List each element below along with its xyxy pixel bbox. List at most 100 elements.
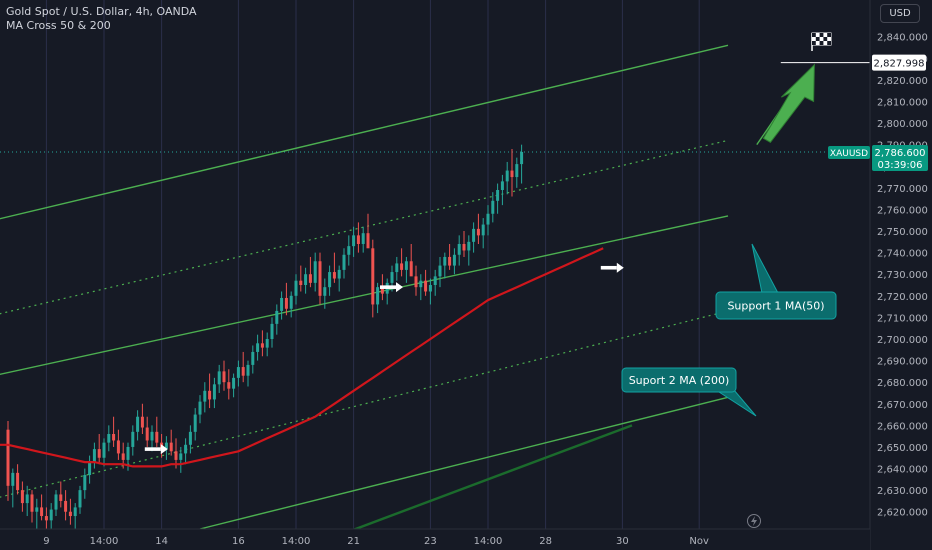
candle	[83, 468, 87, 499]
candle	[16, 464, 20, 495]
candle-body	[515, 164, 519, 178]
candle-body	[131, 431, 135, 447]
candle	[428, 278, 432, 305]
time-tick-label: 14	[155, 536, 168, 547]
candle	[289, 291, 293, 318]
candle	[414, 265, 418, 296]
candle-body	[390, 272, 394, 283]
ma50-line	[0, 247, 604, 468]
candle	[30, 490, 34, 523]
candle-body	[20, 490, 24, 504]
candle-body	[361, 233, 365, 244]
candle-body	[217, 371, 221, 385]
candle	[366, 213, 370, 249]
candle-body	[366, 233, 370, 249]
candle-body	[332, 272, 336, 279]
candle-body	[145, 427, 149, 441]
candle	[246, 360, 250, 387]
candle	[515, 157, 519, 188]
candle	[323, 278, 327, 309]
candle-body	[419, 280, 423, 288]
support1-label: Support 1 MA(50)	[715, 243, 837, 320]
candle-body	[140, 416, 144, 428]
price-tick-label: 2,690.000	[877, 357, 928, 368]
symbol-tag-text: XAUUSD	[830, 149, 868, 159]
candle-body	[193, 414, 197, 432]
price-tick-label: 2,720.000	[877, 292, 928, 303]
channel-lower-dotted-line	[0, 310, 729, 498]
candle	[188, 425, 192, 454]
candle-body	[280, 297, 284, 311]
candle	[462, 231, 466, 257]
channel-lower-line	[199, 396, 729, 530]
candle-body	[150, 431, 154, 441]
candle	[448, 243, 452, 270]
candle-body	[260, 343, 264, 348]
candle-body	[6, 429, 10, 486]
candle-body	[232, 377, 236, 389]
candle-body	[328, 272, 332, 288]
candle	[169, 429, 173, 456]
candle-body	[184, 444, 188, 454]
candle-body	[241, 367, 245, 376]
candle-body	[11, 472, 15, 486]
candle-body	[500, 181, 504, 191]
candle	[313, 252, 317, 292]
candle-body	[289, 295, 293, 309]
time-tick-label: 14:00	[474, 536, 503, 547]
candle-body	[92, 449, 96, 463]
candle	[68, 498, 72, 525]
candle-body	[251, 351, 255, 365]
candle-body	[212, 384, 216, 400]
chart-title: Gold Spot / U.S. Dollar, 4h, OANDA	[6, 5, 197, 18]
candle-body	[356, 235, 360, 244]
channel-upper-line	[0, 44, 729, 220]
candle-body	[169, 442, 173, 452]
arrow-marker-icon	[600, 262, 624, 273]
candle-body	[16, 472, 20, 491]
candle-body	[64, 500, 68, 512]
candle-body	[505, 170, 509, 182]
currency-button[interactable]: USD	[880, 4, 920, 23]
ma200-line	[343, 424, 633, 535]
time-axis: 9 14:00 14 16 14:00 21 23 14:00 28 30 Nov	[0, 528, 870, 550]
candle	[260, 330, 264, 357]
indicator-label[interactable]: MA Cross 50 & 200	[6, 19, 111, 32]
candle	[140, 403, 144, 434]
price-tick-label: 2,630.000	[877, 486, 928, 497]
candle-body	[40, 507, 44, 517]
candle	[44, 507, 48, 529]
candle-body	[313, 261, 317, 283]
candle	[11, 468, 15, 508]
candle	[472, 222, 476, 253]
price-tick-label: 2,640.000	[877, 465, 928, 476]
price-tick-label: 2,840.000	[877, 33, 928, 44]
candle	[433, 269, 437, 296]
price-tick-label: 2,750.000	[877, 227, 928, 238]
candle-body	[35, 507, 39, 512]
time-tick-label: 30	[616, 536, 629, 547]
price-tick-label: 2,650.000	[877, 443, 928, 454]
candle	[217, 364, 221, 393]
arrow-marker-icon	[380, 282, 403, 293]
time-tick-label: 14:00	[282, 536, 311, 547]
candle	[371, 239, 375, 318]
price-tick-label: 2,620.000	[877, 508, 928, 519]
candle	[49, 503, 53, 529]
candle	[342, 248, 346, 279]
candle	[64, 490, 68, 521]
candle-body	[467, 241, 471, 251]
time-tick-label: 16	[232, 536, 245, 547]
candle	[318, 252, 322, 305]
candle-body	[472, 228, 476, 242]
candle	[467, 235, 471, 266]
candle-body	[222, 371, 226, 383]
price-tick-label: 2,740.000	[877, 249, 928, 260]
candle	[395, 256, 399, 281]
candle	[208, 373, 212, 409]
channel-middle-line	[0, 215, 729, 376]
candle-body	[481, 224, 485, 236]
candle-body	[443, 256, 447, 266]
